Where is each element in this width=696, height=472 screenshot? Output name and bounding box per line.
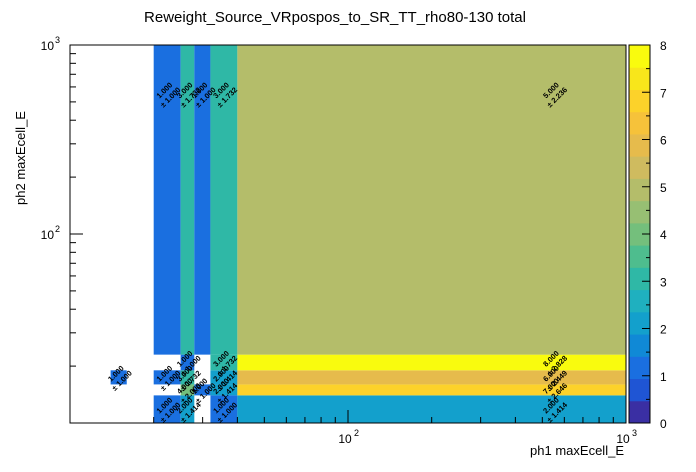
colorbar-segment xyxy=(629,400,650,424)
colorbar-segment xyxy=(629,267,650,291)
heatmap-cell xyxy=(210,384,238,396)
y-tick-label: 10 xyxy=(41,228,55,242)
x-tick-exponent: 2 xyxy=(354,428,359,438)
colorbar-segment xyxy=(629,289,650,313)
heatmap-cell xyxy=(153,45,181,355)
heatmap-cell xyxy=(210,370,238,385)
heatmap-cell xyxy=(210,354,238,371)
colorbar-segment xyxy=(629,356,650,380)
heatmap-cell xyxy=(237,354,626,371)
heatmap-cell xyxy=(237,45,626,355)
colorbar-segment xyxy=(629,133,650,157)
x-axis-label: ph1 maxEcell_E xyxy=(530,443,624,458)
colorbar-tick-label: 6 xyxy=(660,134,667,148)
heatmap-cell xyxy=(110,370,127,385)
colorbar-segment xyxy=(629,334,650,357)
colorbar-segment xyxy=(629,311,650,335)
colorbar-tick-label: 2 xyxy=(660,323,667,337)
colorbar: 0 1 2 3 4 5 6 7 8 xyxy=(628,39,667,431)
colorbar-segment xyxy=(629,111,650,135)
colorbar-segment xyxy=(629,89,650,113)
colorbar-tick-label: 0 xyxy=(660,417,667,431)
chart-title: Reweight_Source_VRpospos_to_SR_TT_rho80-… xyxy=(144,9,526,26)
colorbar-segment xyxy=(629,245,650,268)
colorbar-segment xyxy=(629,156,650,179)
y-axis-label: ph2 maxEcell_E xyxy=(13,111,28,205)
heatmap-cell xyxy=(194,384,211,396)
y-tick-label: 10 xyxy=(41,39,55,53)
colorbar-segment xyxy=(629,45,650,68)
heatmap-cell xyxy=(237,384,626,396)
heatmap-cell xyxy=(194,45,211,355)
colorbar-segment xyxy=(629,200,650,224)
colorbar-tick-label: 3 xyxy=(660,275,667,289)
colorbar-segment xyxy=(629,222,650,246)
colorbar-tick-label: 7 xyxy=(660,86,667,100)
colorbar-tick-label: 8 xyxy=(660,39,667,53)
heatmap-cell xyxy=(180,45,195,355)
colorbar-tick-label: 1 xyxy=(660,370,667,384)
x-tick-label: 10 xyxy=(338,432,352,446)
heatmap-cell xyxy=(210,45,238,355)
x-tick-exponent: 3 xyxy=(632,428,637,438)
x-tick-label: 10 xyxy=(616,432,630,446)
axes: 10 2 10 310 210 3 xyxy=(41,35,637,446)
heatmap-cell xyxy=(180,395,195,423)
heatmap-cell xyxy=(237,370,626,385)
heatmap-cell xyxy=(153,370,181,385)
colorbar-segment xyxy=(629,378,650,402)
colorbar-segment xyxy=(629,178,650,202)
colorbar-segment xyxy=(629,67,650,90)
colorbar-tick-label: 4 xyxy=(660,228,667,242)
y-tick-exponent: 3 xyxy=(55,35,60,45)
heatmap-cell xyxy=(153,395,181,423)
heatmap-cell xyxy=(180,354,195,371)
y-tick-exponent: 2 xyxy=(55,224,60,234)
heatmap-cell xyxy=(210,395,238,423)
heatmap-cell xyxy=(180,370,195,385)
heatmap-cell xyxy=(180,384,195,396)
colorbar-tick-label: 5 xyxy=(660,181,667,195)
